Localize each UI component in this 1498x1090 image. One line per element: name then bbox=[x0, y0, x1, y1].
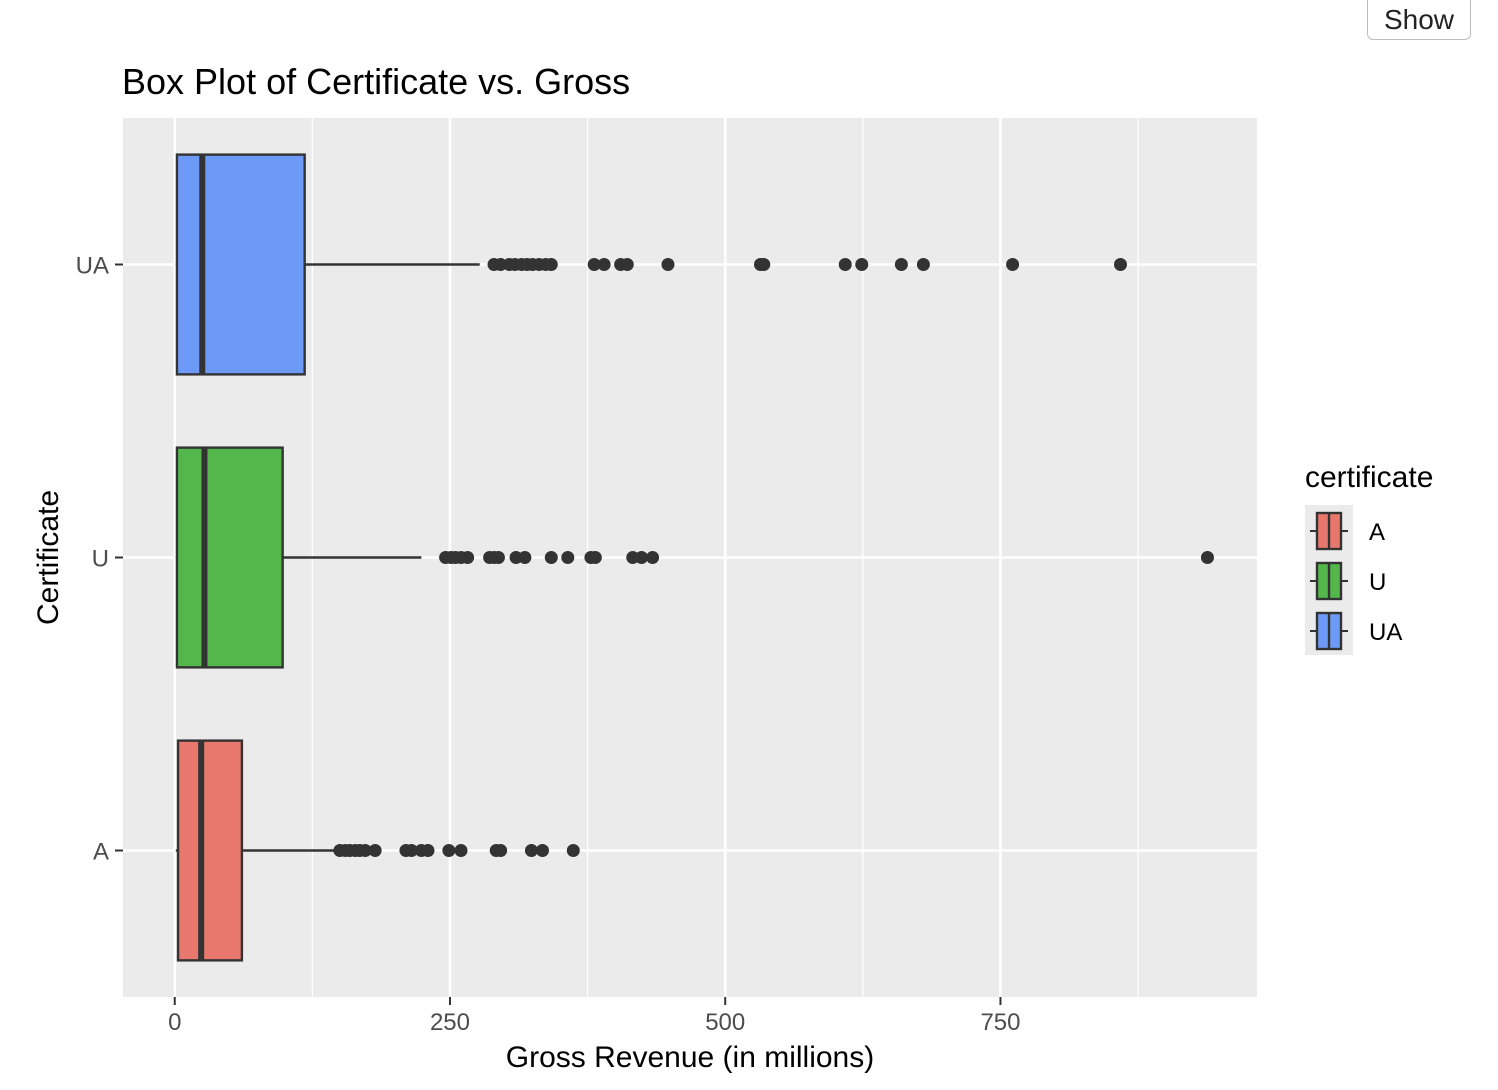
outlier-point bbox=[368, 844, 382, 857]
outlier-point bbox=[1200, 551, 1214, 564]
outlier-point bbox=[535, 844, 549, 857]
x-tick-label: 250 bbox=[430, 1009, 470, 1036]
x-tick-label: 500 bbox=[705, 1009, 745, 1036]
outlier-point bbox=[1006, 258, 1020, 271]
x-tick-label: 750 bbox=[980, 1009, 1020, 1036]
outlier-point bbox=[838, 258, 852, 271]
legend-title: certificate bbox=[1305, 461, 1433, 494]
legend-label: A bbox=[1369, 519, 1385, 546]
outlier-point bbox=[442, 844, 456, 857]
outlier-point bbox=[561, 551, 575, 564]
outlier-point bbox=[635, 551, 649, 564]
outlier-point bbox=[855, 258, 869, 271]
y-tick-label: U bbox=[92, 546, 109, 573]
outlier-point bbox=[916, 258, 930, 271]
show-button[interactable]: Show bbox=[1367, 0, 1471, 40]
outlier-point bbox=[544, 258, 558, 271]
outlier-point bbox=[421, 844, 435, 857]
box-ua bbox=[175, 153, 306, 376]
outlier-point bbox=[566, 844, 580, 857]
outlier-point bbox=[646, 551, 660, 564]
y-tick-label: A bbox=[93, 839, 109, 866]
x-tick-label: 0 bbox=[168, 1009, 181, 1036]
y-tick-label: UA bbox=[76, 253, 109, 280]
outlier-point bbox=[524, 844, 538, 857]
outlier-point bbox=[544, 551, 558, 564]
outlier-point bbox=[461, 551, 475, 564]
y-axis-title: Certificate bbox=[32, 490, 65, 625]
legend-label: U bbox=[1369, 569, 1386, 596]
outlier-point bbox=[588, 551, 602, 564]
outlier-point bbox=[620, 258, 634, 271]
x-axis-title: Gross Revenue (in millions) bbox=[506, 1041, 874, 1074]
outlier-point bbox=[494, 844, 508, 857]
outlier-point bbox=[597, 258, 611, 271]
outlier-point bbox=[894, 258, 908, 271]
legend-label: UA bbox=[1369, 619, 1402, 646]
outlier-point bbox=[1113, 258, 1127, 271]
chart-title: Box Plot of Certificate vs. Gross bbox=[122, 61, 630, 102]
box-u bbox=[175, 446, 284, 669]
outlier-point bbox=[358, 844, 372, 857]
outlier-point bbox=[518, 551, 532, 564]
outlier-point bbox=[661, 258, 675, 271]
outlier-point bbox=[491, 551, 505, 564]
outlier-point bbox=[757, 258, 771, 271]
box-a bbox=[176, 739, 244, 962]
outlier-point bbox=[587, 258, 601, 271]
outlier-point bbox=[404, 844, 418, 857]
outlier-point bbox=[454, 844, 468, 857]
